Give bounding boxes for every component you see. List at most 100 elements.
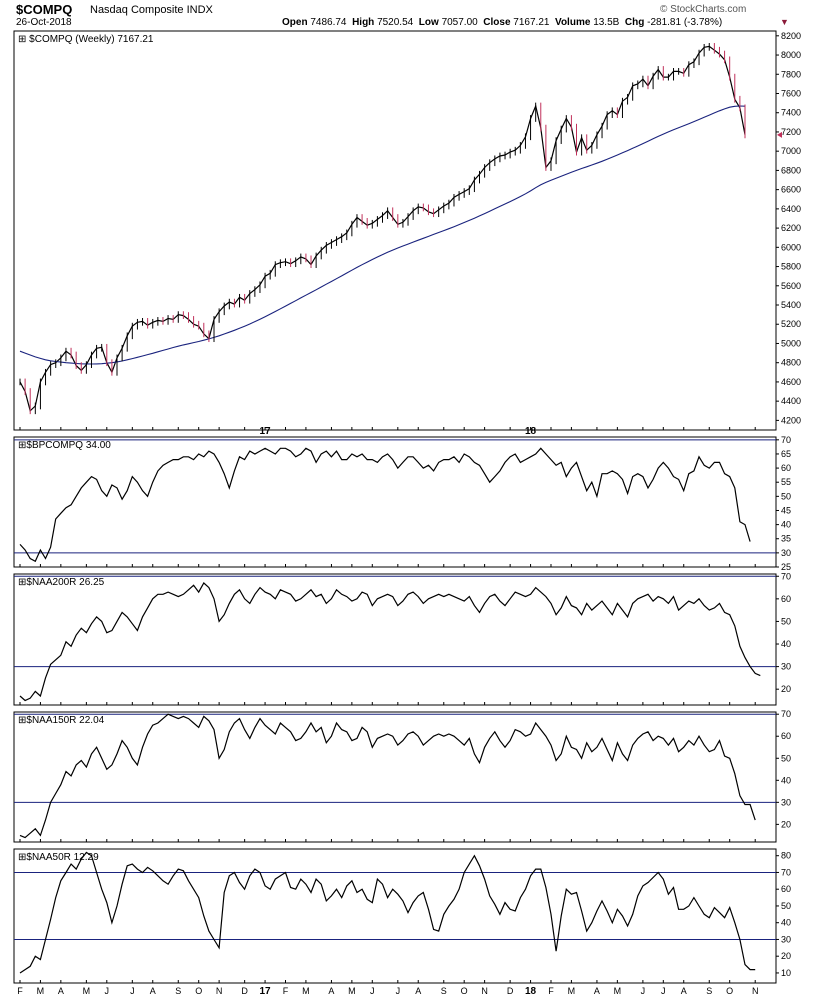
quote-summary: Open 7486.74 High 7520.54 Low 7057.00 Cl… xyxy=(282,17,722,28)
x-month-label: N xyxy=(481,986,488,996)
x-month-label: M xyxy=(302,986,310,996)
y-tick-label: 70 xyxy=(781,435,791,445)
low-value: 7057.00 xyxy=(441,17,478,28)
panel-frame-naa150r xyxy=(13,711,777,843)
x-month-label: S xyxy=(441,986,447,996)
panel-frame-naa50r xyxy=(13,848,777,984)
x-month-label: M xyxy=(348,986,356,996)
x-month-label: D xyxy=(507,986,514,996)
y-tick-label: 7000 xyxy=(781,146,801,156)
x-month-label: S xyxy=(175,986,181,996)
x-year-label: 17 xyxy=(260,426,272,437)
y-tick-label: 5600 xyxy=(781,281,801,291)
x-month-label: N xyxy=(752,986,759,996)
y-tick-label: 70 xyxy=(781,709,791,719)
volume-value: 13.5B xyxy=(593,17,620,28)
high-value: 7520.54 xyxy=(377,17,414,28)
y-tick-label: 20 xyxy=(781,951,791,961)
x-month-label: F xyxy=(17,986,23,996)
y-tick-label: 65 xyxy=(781,449,791,459)
x-year-label: 18 xyxy=(525,426,537,437)
y-tick-label: 5400 xyxy=(781,300,801,310)
y-tick-label: 4400 xyxy=(781,396,801,406)
symbol-title: $COMPQ xyxy=(16,2,73,17)
panel-label-naa200r: ⊞$NAA200R 26.25 xyxy=(18,577,105,588)
y-tick-label: 4200 xyxy=(781,415,801,425)
y-tick-label: 7800 xyxy=(781,69,801,79)
y-tick-label: 6600 xyxy=(781,185,801,195)
x-month-label: A xyxy=(415,986,421,996)
y-tick-label: 20 xyxy=(781,819,791,829)
x-month-label: J xyxy=(396,986,401,996)
y-tick-label: 70 xyxy=(781,571,791,581)
y-tick-label: 35 xyxy=(781,534,791,544)
moving-average-line xyxy=(19,105,746,365)
x-month-label: F xyxy=(283,986,289,996)
y-tick-label: 8000 xyxy=(781,50,801,60)
y-tick-label: 7400 xyxy=(781,108,801,118)
volume-label: Volume xyxy=(555,17,591,28)
x-month-label: J xyxy=(130,986,135,996)
naa200r-line xyxy=(19,582,761,702)
y-tick-label: 5800 xyxy=(781,262,801,272)
chart-header: $COMPQ Nasdaq Composite INDX 26-Oct-2018… xyxy=(0,0,820,32)
y-tick-label: 60 xyxy=(781,731,791,741)
x-month-label: M xyxy=(37,986,45,996)
security-name: Nasdaq Composite INDX xyxy=(90,4,213,16)
y-tick-label: 4800 xyxy=(781,358,801,368)
y-tick-label: 30 xyxy=(781,934,791,944)
naa50r-line xyxy=(19,851,756,974)
price-line xyxy=(19,45,746,412)
x-month-label: A xyxy=(594,986,600,996)
low-label: Low xyxy=(418,17,439,28)
open-label: Open xyxy=(282,17,308,28)
x-month-label: A xyxy=(58,986,64,996)
open-value: 7486.74 xyxy=(310,17,347,28)
y-tick-label: 30 xyxy=(781,662,791,672)
y-tick-label: 40 xyxy=(781,639,791,649)
y-tick-label: 30 xyxy=(781,797,791,807)
chart-date: 26-Oct-2018 xyxy=(16,17,72,28)
brand-watermark: © StockCharts.com xyxy=(660,4,747,15)
y-tick-label: 50 xyxy=(781,901,791,911)
x-month-label: A xyxy=(328,986,334,996)
panel-label-bpcompq: ⊞$BPCOMPQ 34.00 xyxy=(18,440,111,451)
y-tick-label: 40 xyxy=(781,918,791,928)
y-tick-label: 20 xyxy=(781,684,791,694)
y-tick-label: 50 xyxy=(781,491,791,501)
y-tick-label: 55 xyxy=(781,477,791,487)
x-month-label: M xyxy=(568,986,576,996)
last-price-marker xyxy=(777,131,782,138)
y-tick-label: 60 xyxy=(781,594,791,604)
down-triangle-icon: ▼ xyxy=(780,17,789,27)
y-tick-label: 45 xyxy=(781,505,791,515)
y-tick-label: 7200 xyxy=(781,127,801,137)
y-tick-label: 60 xyxy=(781,884,791,894)
x-month-label: N xyxy=(216,986,223,996)
y-tick-label: 6000 xyxy=(781,242,801,252)
close-value: 7167.21 xyxy=(513,17,550,28)
x-month-label: J xyxy=(641,986,646,996)
y-tick-label: 5000 xyxy=(781,338,801,348)
x-month-label: O xyxy=(726,986,733,996)
panel-frame-naa200r xyxy=(13,573,777,706)
y-tick-label: 50 xyxy=(781,753,791,763)
panel-label-naa50r: ⊞$NAA50R 12.29 xyxy=(18,852,99,863)
y-tick-label: 40 xyxy=(781,775,791,785)
y-tick-label: 50 xyxy=(781,616,791,626)
y-tick-label: 60 xyxy=(781,463,791,473)
x-month-label: M xyxy=(614,986,622,996)
y-tick-label: 6400 xyxy=(781,204,801,214)
y-tick-label: 80 xyxy=(781,851,791,861)
x-month-label: O xyxy=(461,986,468,996)
chg-value: -281.81 (-3.78%) xyxy=(647,17,723,28)
y-tick-label: 4600 xyxy=(781,377,801,387)
x-month-label: J xyxy=(661,986,666,996)
panel-frame-bpcompq xyxy=(13,436,777,568)
y-tick-label: 10 xyxy=(781,968,791,978)
x-month-label: 17 xyxy=(260,986,272,997)
chg-label: Chg xyxy=(624,17,645,28)
y-tick-label: 6800 xyxy=(781,165,801,175)
bpcompq-line xyxy=(19,447,751,563)
